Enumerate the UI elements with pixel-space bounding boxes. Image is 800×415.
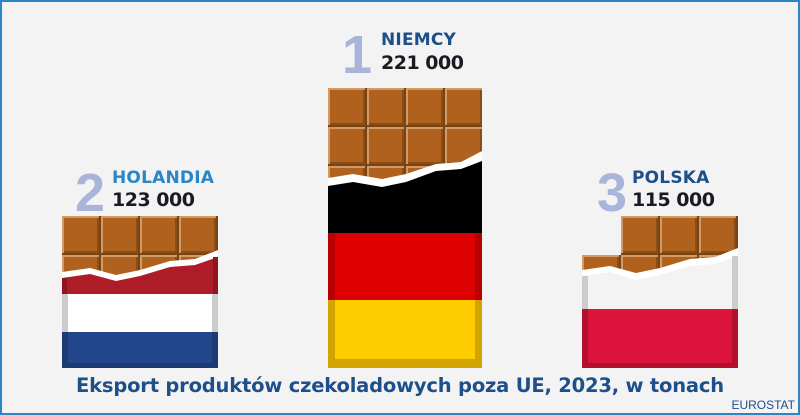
value-label: 123 000: [112, 189, 195, 211]
germany-chocolate-bar: [328, 88, 482, 368]
country-label: HOLANDIA: [112, 168, 215, 188]
value-label: 221 000: [381, 52, 464, 74]
country-label: NIEMCY: [381, 30, 457, 50]
rank-number: 2: [75, 163, 106, 223]
poland-chocolate-bar: [582, 216, 738, 368]
rank-number: 3: [597, 163, 628, 223]
value-label: 115 000: [632, 189, 715, 211]
source-label: EUROSTAT: [731, 398, 795, 412]
netherlands-chocolate-bar: [62, 216, 218, 368]
rank-number: 1: [342, 25, 373, 85]
country-label: POLSKA: [632, 168, 710, 188]
chart-title: Eksport produktów czekoladowych poza UE,…: [76, 374, 724, 397]
